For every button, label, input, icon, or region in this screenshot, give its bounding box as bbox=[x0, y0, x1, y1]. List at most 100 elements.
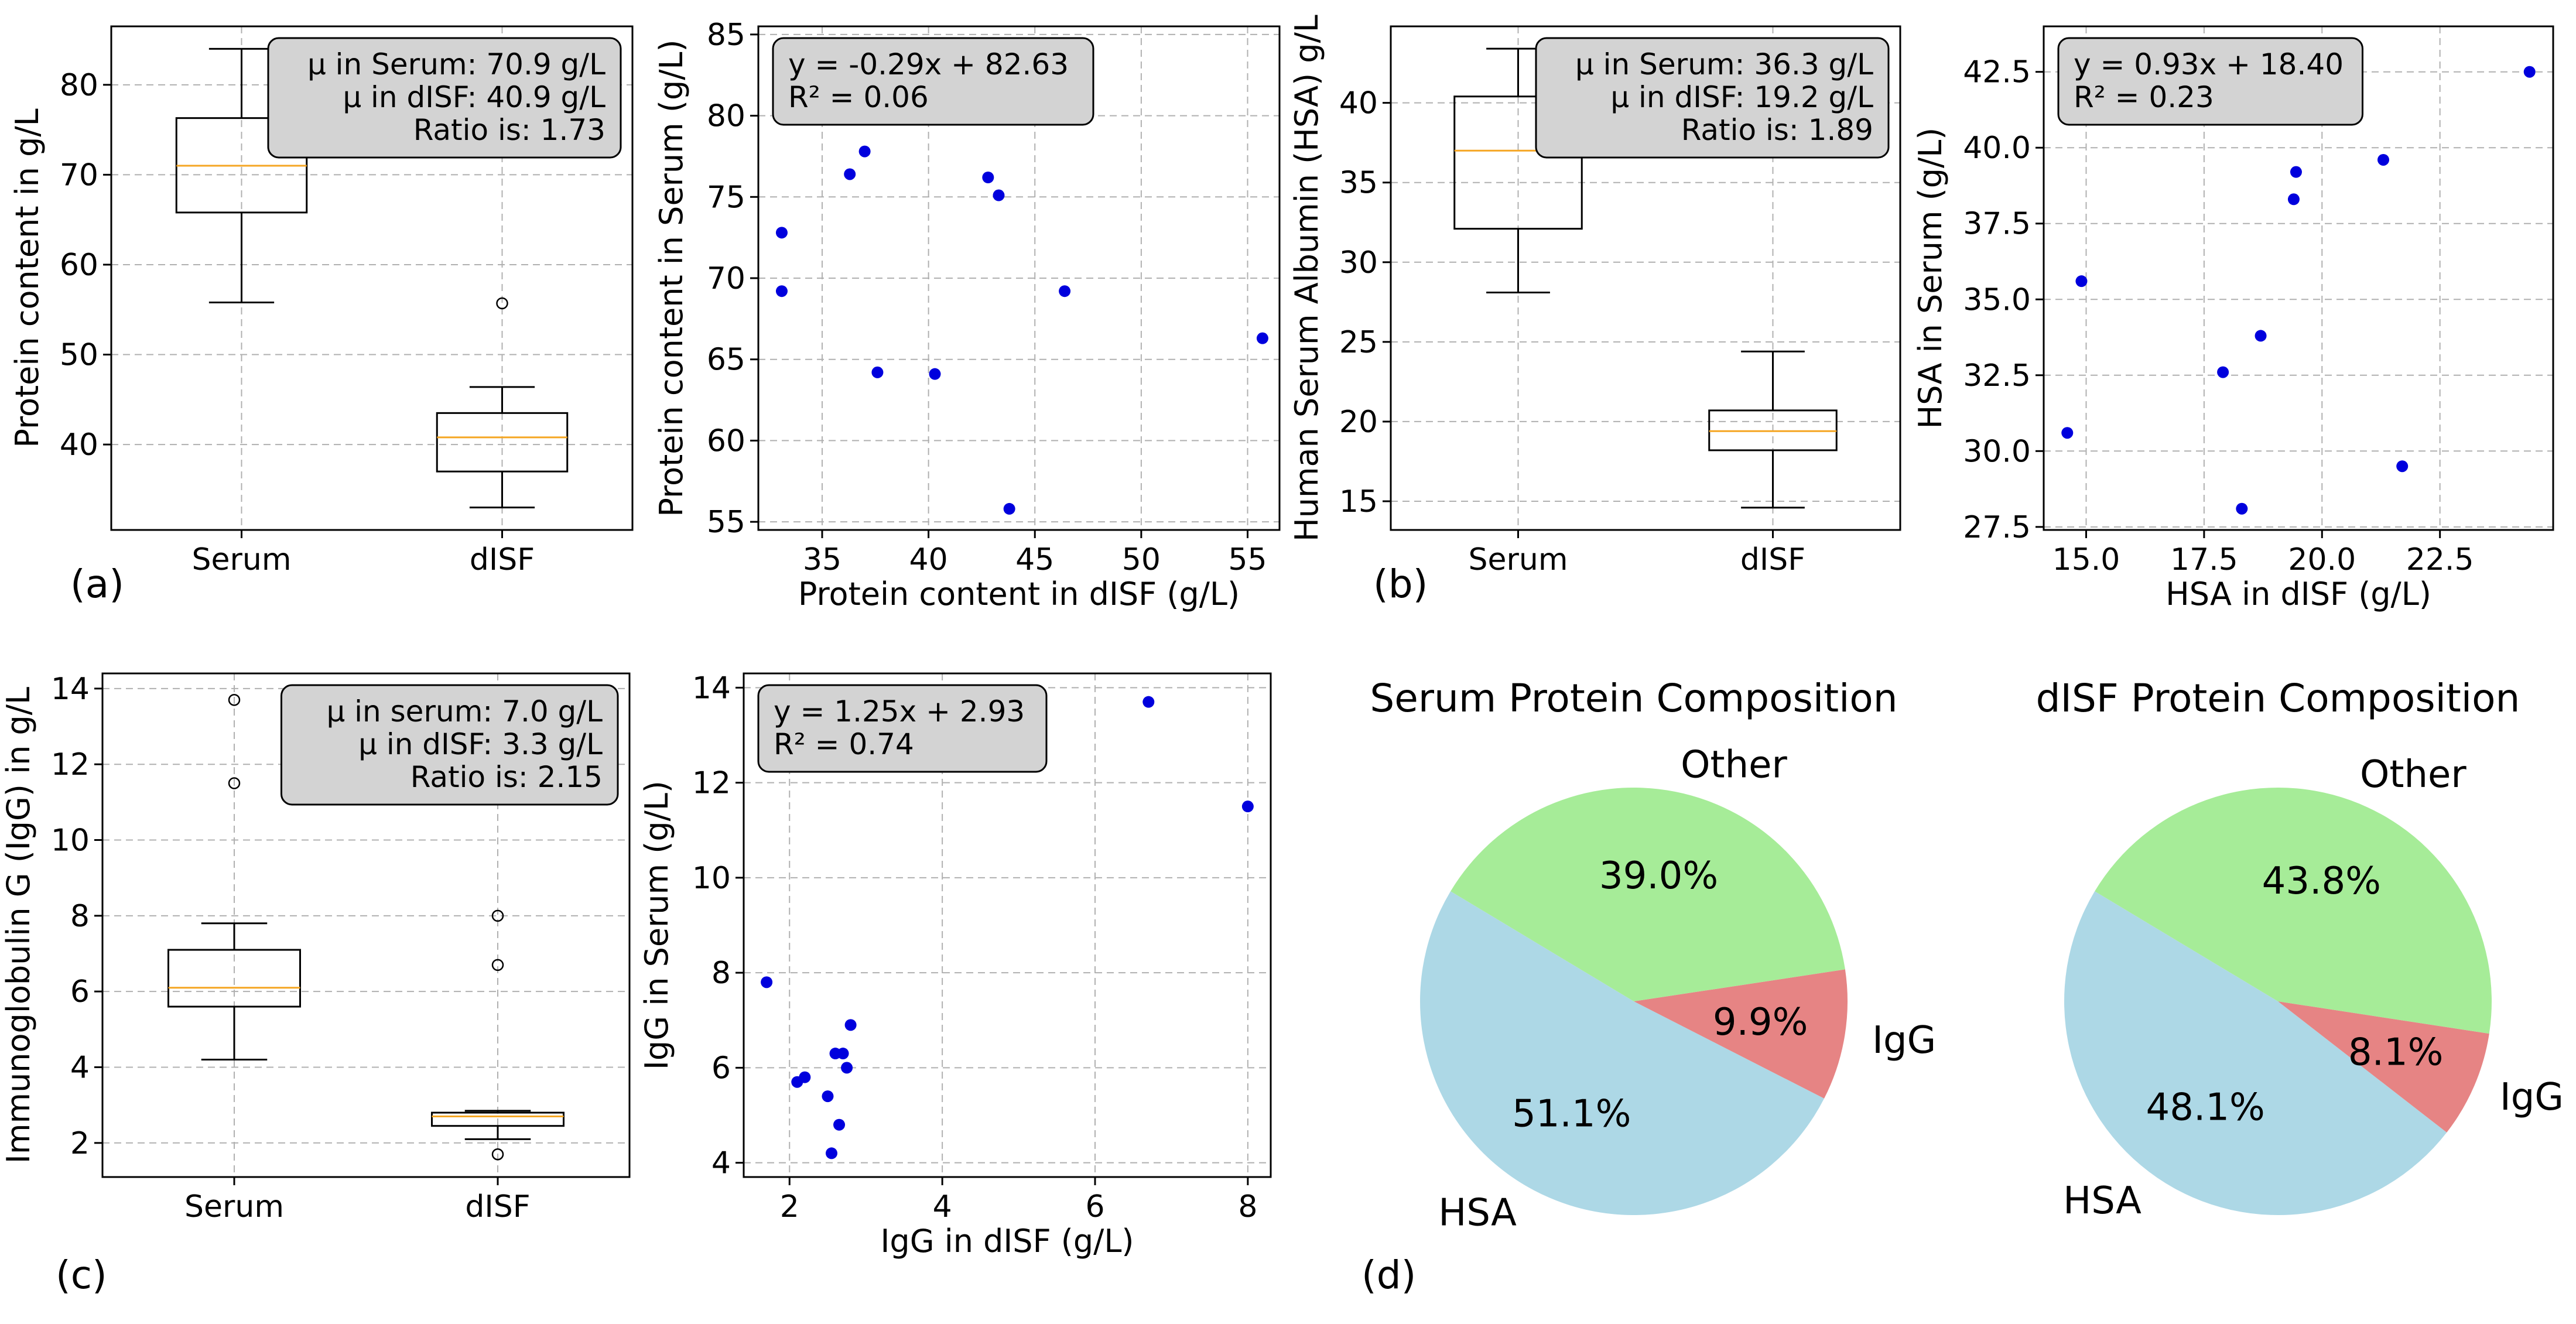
box_igg-ytick-label: 2 bbox=[70, 1126, 90, 1161]
pie_serum-chart: Serum Protein Composition 51.1% HSA 9.9% IgG… bbox=[1370, 676, 1936, 1235]
scatter_hsa-ytick-label: 27.5 bbox=[1963, 510, 2031, 545]
pie_disf-pct-igg: 8.1% bbox=[2348, 1031, 2444, 1074]
scatter_igg-chart: 4 6 8 10 12 14 2 4 6 8 IgG in dISF (g/L) IgG in Ser… bbox=[638, 670, 1272, 1260]
scatter_hsa-ytick-label: 37.5 bbox=[1963, 207, 2031, 242]
box_igg-xtick-label: dISF bbox=[465, 1189, 530, 1224]
scatter_protein-xtick-label: 45 bbox=[1015, 542, 1054, 577]
pie_disf-slice-hsa bbox=[2064, 891, 2447, 1216]
box_protein-chart: 40 50 60 70 80 Serum dISF Protein content in g/… bbox=[9, 25, 634, 577]
box-iqr bbox=[1453, 95, 1583, 230]
box_protein-xtick-label: dISF bbox=[470, 542, 535, 577]
scatter_protein-ytick-label: 65 bbox=[707, 343, 745, 378]
pie_serum-pct-other: 39.0% bbox=[1599, 854, 1718, 898]
box_hsa-ytick-label: 15 bbox=[1339, 484, 1378, 519]
box_protein-ytick-label: 80 bbox=[60, 68, 98, 103]
box_hsa-ytick-label: 40 bbox=[1339, 86, 1378, 121]
scatter_igg-ylabel: IgG in Serum (g/L) bbox=[638, 781, 675, 1070]
box_protein-ylabel: Protein content in g/L bbox=[9, 108, 46, 447]
box_hsa-ytick-label: 30 bbox=[1339, 245, 1378, 280]
scatter-point bbox=[2290, 166, 2302, 178]
box_igg-annotation-line: Ratio is: 2.15 bbox=[410, 760, 603, 794]
scatter_protein-ytick-label: 80 bbox=[707, 99, 745, 134]
box_protein-box-0 bbox=[175, 47, 308, 303]
scatter-point bbox=[2255, 330, 2267, 342]
box_igg-box-1 bbox=[431, 909, 565, 1161]
scatter_igg-xtick-label: 8 bbox=[1238, 1189, 1257, 1224]
scatter-point bbox=[833, 1118, 846, 1131]
scatter_hsa-xlabel: HSA in dISF (g/L) bbox=[2166, 576, 2431, 613]
scatter_hsa-chart: 27.5 30.0 32.5 35.0 37.5 40.0 42.5 15.0 17.5 20.0… bbox=[1912, 25, 2554, 613]
pie_disf-slice-igg bbox=[2278, 1001, 2489, 1133]
scatter-point bbox=[1142, 696, 1155, 708]
scatter_igg-frame bbox=[743, 672, 1272, 1178]
scatter-point bbox=[1003, 502, 1015, 515]
scatter_hsa-frame bbox=[2043, 25, 2554, 531]
pie_serum-title: Serum Protein Composition bbox=[1370, 676, 1897, 721]
box_igg-ytick-label: 6 bbox=[70, 974, 90, 1010]
scatter_hsa-ytick-label: 35.0 bbox=[1963, 282, 2031, 317]
scatter-point bbox=[871, 366, 884, 378]
scatter_hsa-ylabel: HSA in Serum (g/L) bbox=[1912, 128, 1949, 429]
box_protein-frame bbox=[110, 25, 634, 531]
scatter_igg-xtick-label: 2 bbox=[780, 1189, 799, 1224]
panel-label-b: (b) bbox=[1373, 562, 1428, 607]
box_igg-xtick-label: Serum bbox=[184, 1189, 284, 1224]
box_protein-xtick-label: Serum bbox=[192, 542, 292, 577]
box_hsa-annotation-line: Ratio is: 1.89 bbox=[1681, 113, 1873, 147]
scatter-point bbox=[841, 1062, 853, 1074]
scatter_protein-ytick-label: 75 bbox=[707, 180, 745, 215]
scatter_igg-ytick-label: 8 bbox=[711, 956, 731, 991]
scatter_hsa-annotation-line: y = 0.93x + 18.40 bbox=[2074, 47, 2344, 81]
scatter-point bbox=[2287, 193, 2300, 206]
box_protein-ytick-label: 40 bbox=[60, 427, 98, 463]
box_hsa-xtick-label: dISF bbox=[1740, 542, 1805, 577]
box_protein-ytick-label: 50 bbox=[60, 338, 98, 373]
scatter_protein-ytick-label: 85 bbox=[707, 18, 745, 53]
box_hsa-annotation-box bbox=[1535, 37, 1890, 159]
scatter-point bbox=[929, 368, 941, 380]
box_hsa-annotation-line: μ in Serum: 36.3 g/L bbox=[1575, 47, 1873, 81]
pie_serum-label-hsa: HSA bbox=[1438, 1192, 1517, 1235]
scatter-point bbox=[837, 1048, 849, 1060]
scatter-point bbox=[2217, 366, 2229, 378]
box-iqr bbox=[167, 949, 301, 1008]
box_igg-ylabel: Immunoglobulin G (IgG) in g/L bbox=[0, 687, 37, 1164]
scatter-point bbox=[775, 227, 788, 239]
scatter_igg-annotation-box bbox=[757, 684, 1048, 773]
pie_serum-slice-other bbox=[1451, 788, 1845, 1001]
scatter-point bbox=[1059, 285, 1071, 297]
scatter_protein-annotation-line: y = -0.29x + 82.63 bbox=[788, 47, 1069, 81]
scatter_protein-ylabel: Protein content in Serum (g/L) bbox=[653, 39, 690, 516]
pie_disf-label-other: Other bbox=[2360, 753, 2466, 796]
pie_disf-pct-other: 43.8% bbox=[2262, 860, 2381, 903]
box_protein-annotation-line: μ in Serum: 70.9 g/L bbox=[307, 47, 605, 81]
box_igg-annotation-line: μ in serum: 7.0 g/L bbox=[326, 694, 603, 728]
scatter_protein-xtick-label: 35 bbox=[803, 542, 841, 577]
scatter_igg-xlabel: IgG in dISF (g/L) bbox=[880, 1223, 1134, 1260]
scatter-point bbox=[858, 145, 871, 158]
pie_disf-label-hsa: HSA bbox=[2063, 1179, 2141, 1223]
scatter_protein-xtick-label: 50 bbox=[1122, 542, 1161, 577]
scatter-point bbox=[2523, 66, 2536, 78]
scatter_protein-annotation-line: R² = 0.06 bbox=[788, 80, 929, 114]
scatter_hsa-ytick-label: 30.0 bbox=[1963, 434, 2031, 469]
pie_disf-title: dISF Protein Composition bbox=[2036, 676, 2520, 721]
panel-label-c: (c) bbox=[56, 1253, 107, 1298]
box_igg-ytick-label: 4 bbox=[70, 1050, 90, 1085]
box_hsa-xtick-label: Serum bbox=[1469, 542, 1568, 577]
scatter-point bbox=[826, 1147, 837, 1159]
box_protein-ytick-label: 60 bbox=[60, 248, 98, 283]
box_igg-box-0 bbox=[167, 694, 301, 1061]
box_hsa-ylabel: Human Serum Albumin (HSA) g/L bbox=[1288, 15, 1325, 542]
box-iqr bbox=[436, 412, 569, 473]
scatter_igg-xtick-label: 6 bbox=[1085, 1189, 1104, 1224]
scatter-point bbox=[1256, 332, 1268, 344]
panel-label-d: (d) bbox=[1361, 1253, 1416, 1298]
box_protein-annotation-line: Ratio is: 1.73 bbox=[413, 113, 605, 147]
scatter-point bbox=[822, 1090, 834, 1103]
box_igg-ytick-label: 8 bbox=[70, 899, 90, 934]
flier-point bbox=[228, 694, 241, 706]
scatter-point bbox=[2061, 427, 2074, 439]
scatter-point bbox=[2236, 502, 2248, 515]
